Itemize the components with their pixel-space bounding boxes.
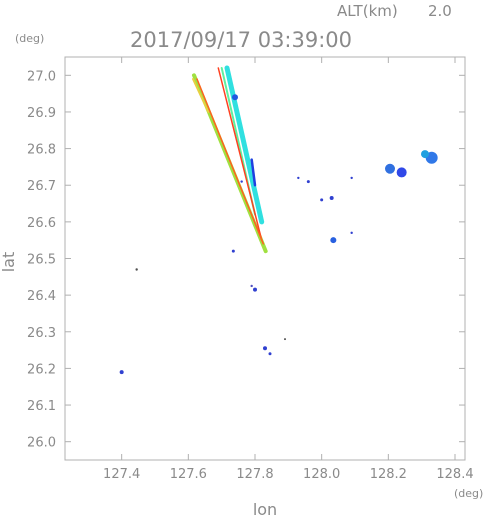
x-tick-label: 128.0 — [303, 467, 340, 482]
y-tick-label: 26.7 — [27, 179, 56, 194]
echo-point — [253, 287, 257, 292]
echo-point — [263, 346, 267, 351]
echo-point — [240, 180, 243, 183]
echo-point — [306, 180, 310, 184]
echo-point — [320, 198, 324, 202]
echo-point — [250, 284, 253, 288]
echo-point — [119, 370, 124, 375]
chart-title: 2017/09/17 03:39:00 — [130, 28, 352, 52]
y-tick-label: 26.1 — [27, 399, 56, 414]
echo-point — [396, 167, 407, 178]
echo-streak — [250, 158, 257, 187]
echo-point — [231, 249, 235, 253]
plot-frame — [64, 56, 466, 461]
y-tick-label: 26.9 — [27, 106, 56, 121]
echo-streak — [196, 78, 265, 245]
echo-point — [350, 176, 353, 180]
y-tick-label: 26.6 — [27, 216, 56, 231]
x-ticks: 127.4 127.6 127.8 128.0 128.2 128.4 — [103, 57, 474, 482]
x-tick-label: 127.6 — [170, 467, 207, 482]
echo-streak — [224, 65, 265, 225]
echo-point — [329, 196, 334, 201]
echo-point — [284, 338, 286, 341]
x-tick-label: 128.2 — [370, 467, 407, 482]
echo-streak — [192, 78, 210, 113]
y-tick-label: 26.2 — [27, 362, 56, 377]
y-axis-unit: (deg) — [15, 32, 44, 45]
echo-streak — [217, 67, 263, 241]
altitude-label: ALT(km) — [337, 2, 398, 20]
echo-point — [232, 94, 238, 101]
y-tick-label: 27.0 — [27, 69, 56, 84]
echo-point — [297, 176, 300, 180]
y-tick-label: 26.3 — [27, 326, 56, 341]
point-echoes — [119, 94, 438, 375]
y-tick-label: 26.0 — [27, 436, 56, 451]
y-tick-label: 26.5 — [27, 253, 56, 268]
y-tick-label: 26.8 — [27, 143, 56, 158]
echo-point — [421, 150, 429, 159]
echo-point — [268, 352, 272, 356]
x-axis-label: lon — [253, 500, 277, 519]
x-tick-label: 127.8 — [236, 467, 273, 482]
x-tick-label: 128.4 — [436, 467, 473, 482]
echo-point — [135, 268, 138, 271]
echo-point — [385, 163, 395, 174]
y-axis-label: lat — [0, 252, 18, 273]
x-tick-label: 127.4 — [103, 467, 140, 482]
y-tick-label: 26.4 — [27, 289, 56, 304]
echo-point — [330, 237, 337, 244]
x-axis-unit: (deg) — [454, 487, 483, 500]
altitude-value: 2.0 — [428, 2, 452, 20]
echo-point — [350, 231, 353, 235]
y-ticks: 26.0 26.1 26.2 26.3 26.4 26.5 26.6 26.7 26.8 26.9… — [27, 69, 465, 451]
streak-echoes — [192, 65, 268, 254]
